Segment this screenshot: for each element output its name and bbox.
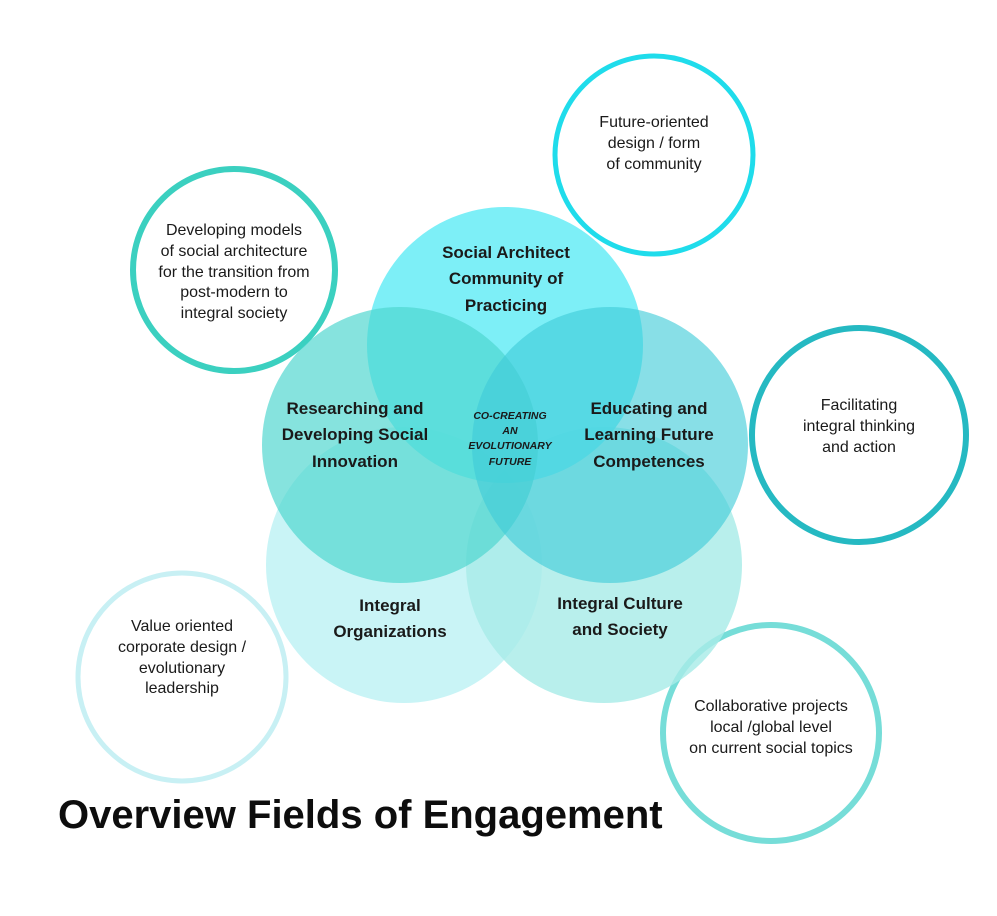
text-line: Educating and (590, 399, 708, 418)
text-line: integral thinking (802, 417, 916, 435)
text-line: Social Architect (442, 243, 570, 262)
text-line: design / form (607, 134, 701, 152)
circle-researching (262, 307, 538, 583)
center-label: CO-CREATING AN EVOLUTIONARY FUTURE (450, 409, 570, 470)
bubble-future-oriented-text: Future-oriented design / form of communi… (564, 113, 744, 175)
text-line: Developing models (165, 222, 303, 239)
bubble-value-oriented (75, 570, 289, 784)
bubble-collaborative (660, 622, 882, 844)
text-line: Community of (448, 269, 564, 289)
text-line: post-modern to (180, 284, 288, 302)
text-line: on current social topics (689, 739, 853, 757)
text-line: Integral (359, 596, 421, 615)
text-line: FUTURE (488, 455, 532, 468)
text-line: and action (822, 438, 896, 456)
bubble-collaborative-text: Collaborative projects local /global lev… (666, 697, 876, 759)
page-title: Overview Fields of Engagement (58, 793, 663, 837)
bubble-value-oriented-text: Value oriented corporate design / evolut… (92, 617, 272, 700)
circle-integral-organizations-text: Integral Organizations (290, 593, 490, 646)
text-line: CO-CREATING (473, 410, 547, 422)
text-line: Developing Social (281, 425, 429, 445)
bubble-facilitating (749, 325, 969, 545)
text-line: Collaborative projects (694, 698, 848, 715)
text-line: Integral Culture (557, 594, 683, 613)
text-line: Organizations (333, 622, 447, 642)
text-line: Learning Future (584, 425, 714, 445)
text-line: corporate design / (117, 638, 247, 656)
bubble-developing-models-text: Developing models of social architecture… (134, 221, 334, 325)
bubble-developing-models (130, 166, 338, 374)
text-line: Value oriented (131, 618, 233, 635)
text-line: leadership (145, 680, 219, 698)
bubble-future-oriented (552, 53, 756, 257)
text-line: Researching and (286, 399, 424, 418)
text-line: and Society (572, 620, 668, 640)
circle-social-architect-text: Social Architect Community of Practicing (406, 240, 606, 319)
text-line: evolutionary (138, 659, 226, 677)
circle-integral-culture-text: Integral Culture and Society (520, 591, 720, 644)
circle-researching-text: Researching and Developing Social Innova… (250, 396, 460, 475)
text-line: Future-oriented (599, 114, 709, 131)
text-line: Innovation (312, 451, 398, 471)
text-line: for the transition from (158, 263, 310, 281)
bubble-facilitating-text: Facilitating integral thinking and actio… (769, 396, 949, 458)
circle-educating-text: Educating and Learning Future Competence… (544, 396, 754, 475)
text-line: Practicing (464, 295, 548, 315)
text-line: of social architecture (160, 242, 308, 260)
text-line: Competences (593, 451, 705, 471)
text-line: AN (502, 425, 518, 438)
text-line: of community (606, 155, 702, 173)
text-line: integral society (180, 305, 288, 323)
circle-educating (472, 307, 748, 583)
text-line: Facilitating (820, 397, 898, 414)
text-line: EVOLUTIONARY (468, 440, 552, 453)
core-circles (262, 207, 748, 703)
text-line: local /global level (710, 718, 832, 736)
